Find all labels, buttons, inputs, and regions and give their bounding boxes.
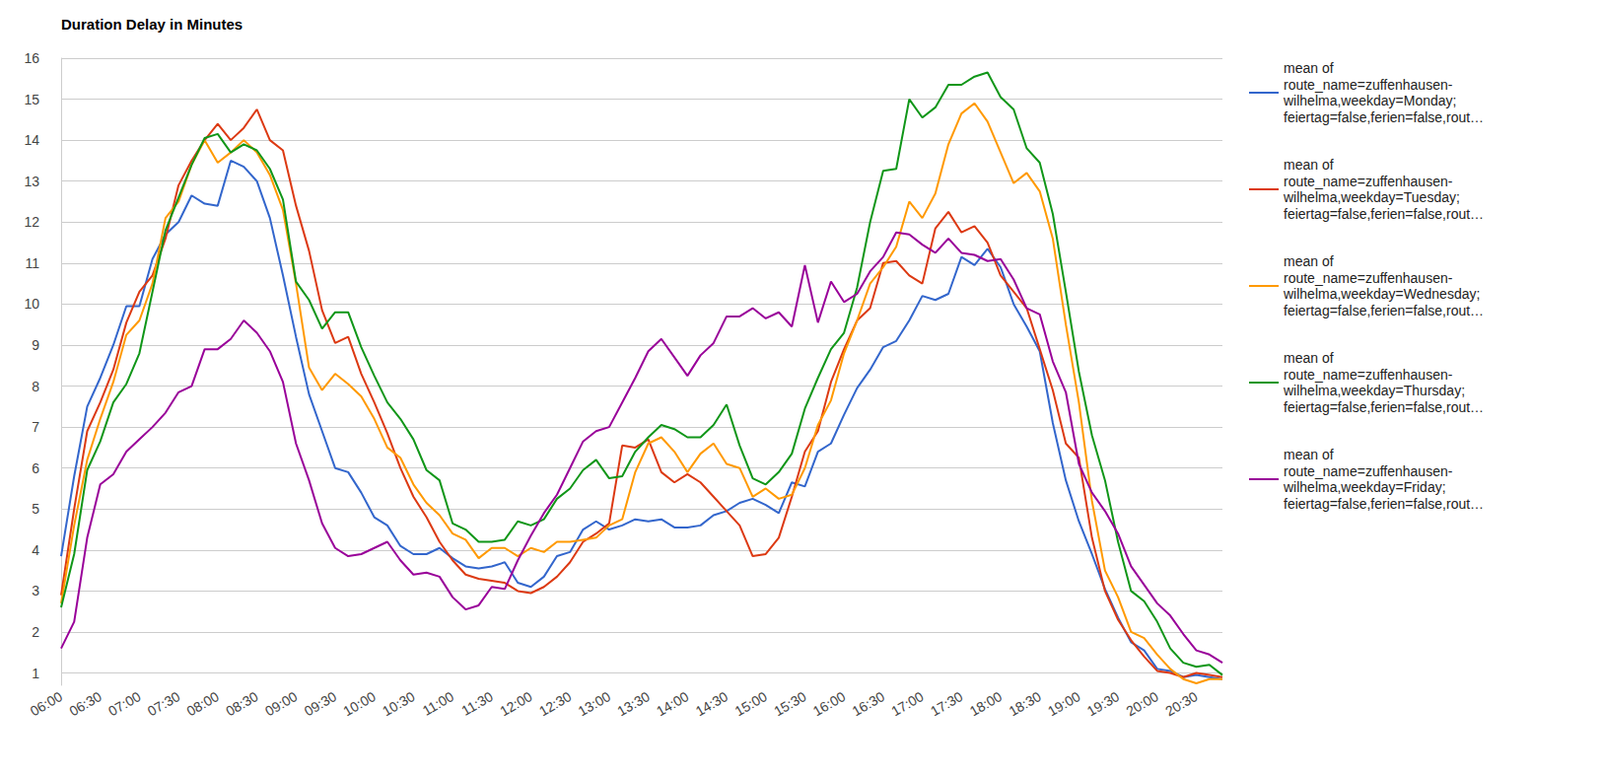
- svg-text:06:00: 06:00: [27, 688, 66, 719]
- svg-text:14:30: 14:30: [693, 688, 731, 719]
- svg-text:mean of: mean of: [1283, 446, 1334, 463]
- svg-text:11:00: 11:00: [419, 688, 458, 719]
- svg-text:17:00: 17:00: [888, 688, 926, 719]
- svg-text:Duration Delay in Minutes: Duration Delay in Minutes: [61, 15, 243, 33]
- svg-text:11:30: 11:30: [458, 688, 496, 719]
- svg-text:1: 1: [31, 665, 40, 682]
- svg-text:16:30: 16:30: [849, 688, 888, 719]
- svg-text:7: 7: [31, 418, 40, 435]
- svg-text:feiertag=false,ferien=false,ro: feiertag=false,ferien=false,rout…: [1283, 399, 1484, 416]
- svg-text:18:30: 18:30: [1005, 688, 1044, 719]
- svg-text:route_name=zuffenhausen-: route_name=zuffenhausen-: [1283, 366, 1454, 383]
- svg-text:4: 4: [31, 542, 40, 558]
- svg-text:mean of: mean of: [1283, 156, 1334, 173]
- svg-text:17:30: 17:30: [927, 688, 966, 719]
- svg-text:19:30: 19:30: [1084, 688, 1122, 719]
- svg-text:mean of: mean of: [1283, 349, 1334, 366]
- svg-text:route_name=zuffenhausen-: route_name=zuffenhausen-: [1283, 76, 1454, 93]
- svg-text:wilhelma,weekday=Wednesday;: wilhelma,weekday=Wednesday;: [1282, 285, 1480, 302]
- svg-text:15: 15: [23, 91, 40, 108]
- svg-text:route_name=zuffenhausen-: route_name=zuffenhausen-: [1283, 463, 1454, 480]
- svg-text:20:30: 20:30: [1162, 688, 1200, 719]
- svg-text:14: 14: [23, 132, 40, 148]
- svg-text:16: 16: [23, 50, 40, 67]
- svg-text:06:30: 06:30: [66, 688, 104, 719]
- svg-text:5: 5: [31, 500, 40, 517]
- svg-text:20:00: 20:00: [1123, 688, 1162, 719]
- svg-text:3: 3: [31, 582, 40, 599]
- svg-text:09:30: 09:30: [301, 688, 340, 719]
- svg-text:13:00: 13:00: [575, 688, 614, 719]
- svg-text:13: 13: [23, 173, 40, 190]
- svg-text:8: 8: [31, 378, 40, 395]
- svg-text:feiertag=false,ferien=false,ro: feiertag=false,ferien=false,rout…: [1283, 206, 1484, 222]
- svg-text:12: 12: [23, 213, 40, 230]
- svg-text:10:30: 10:30: [379, 688, 418, 719]
- svg-text:12:00: 12:00: [496, 688, 535, 719]
- svg-text:19:00: 19:00: [1044, 688, 1083, 719]
- svg-text:feiertag=false,ferien=false,ro: feiertag=false,ferien=false,rout…: [1283, 495, 1484, 512]
- svg-text:12:30: 12:30: [536, 688, 574, 719]
- svg-text:07:30: 07:30: [144, 688, 183, 719]
- svg-text:wilhelma,weekday=Tuesday;: wilhelma,weekday=Tuesday;: [1282, 189, 1461, 206]
- svg-text:16:00: 16:00: [810, 688, 848, 719]
- svg-text:10:00: 10:00: [340, 688, 378, 719]
- svg-text:feiertag=false,ferien=false,ro: feiertag=false,ferien=false,rout…: [1283, 302, 1484, 319]
- svg-text:10: 10: [23, 295, 40, 312]
- svg-text:18:00: 18:00: [967, 688, 1005, 719]
- svg-text:08:00: 08:00: [184, 688, 222, 719]
- svg-text:9: 9: [31, 337, 40, 353]
- svg-text:09:00: 09:00: [262, 688, 300, 719]
- svg-text:wilhelma,weekday=Thursday;: wilhelma,weekday=Thursday;: [1282, 382, 1465, 399]
- svg-text:mean of: mean of: [1283, 60, 1334, 76]
- svg-text:route_name=zuffenhausen-: route_name=zuffenhausen-: [1283, 270, 1454, 286]
- svg-text:route_name=zuffenhausen-: route_name=zuffenhausen-: [1283, 173, 1454, 190]
- svg-text:6: 6: [31, 460, 40, 477]
- svg-text:mean of: mean of: [1283, 253, 1334, 270]
- svg-text:2: 2: [31, 624, 40, 640]
- svg-text:feiertag=false,ferien=false,ro: feiertag=false,ferien=false,rout…: [1283, 109, 1484, 126]
- svg-text:wilhelma,weekday=Monday;: wilhelma,weekday=Monday;: [1282, 92, 1457, 109]
- svg-text:13:30: 13:30: [614, 688, 652, 719]
- svg-text:07:00: 07:00: [105, 688, 143, 719]
- svg-text:11: 11: [24, 255, 40, 272]
- svg-text:15:30: 15:30: [770, 688, 809, 719]
- svg-text:14:00: 14:00: [653, 688, 692, 719]
- svg-text:15:00: 15:00: [731, 688, 769, 719]
- svg-text:08:30: 08:30: [222, 688, 261, 719]
- svg-text:wilhelma,weekday=Friday;: wilhelma,weekday=Friday;: [1282, 479, 1447, 495]
